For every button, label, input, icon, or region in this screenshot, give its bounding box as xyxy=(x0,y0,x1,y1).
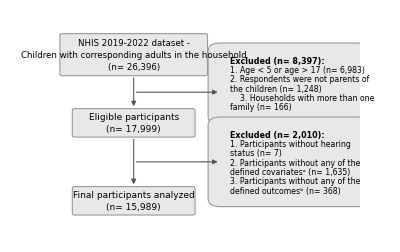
FancyBboxPatch shape xyxy=(72,187,195,215)
Text: Excluded (n= 8,397):: Excluded (n= 8,397): xyxy=(230,56,324,66)
FancyBboxPatch shape xyxy=(60,35,208,76)
Text: 1. Participants without hearing: 1. Participants without hearing xyxy=(230,140,351,148)
Text: family (n= 166): family (n= 166) xyxy=(230,103,292,112)
Text: 3. Households with more than one: 3. Households with more than one xyxy=(230,94,374,103)
Text: NHIS 2019-2022 dataset -
Children with corresponding adults in the household
(n=: NHIS 2019-2022 dataset - Children with c… xyxy=(21,39,246,72)
Text: 1. Age < 5 or age > 17 (n= 6,983): 1. Age < 5 or age > 17 (n= 6,983) xyxy=(230,66,365,75)
FancyBboxPatch shape xyxy=(208,117,369,207)
Text: 2. Respondents were not parents of: 2. Respondents were not parents of xyxy=(230,75,369,84)
Text: Final participants analyzed
(n= 15,989): Final participants analyzed (n= 15,989) xyxy=(73,191,194,211)
Text: 3. Participants without any of the: 3. Participants without any of the xyxy=(230,177,360,186)
FancyBboxPatch shape xyxy=(208,44,369,125)
Text: defined covariatesᵃ (n= 1,635): defined covariatesᵃ (n= 1,635) xyxy=(230,167,350,176)
Text: Excluded (n= 2,010):: Excluded (n= 2,010): xyxy=(230,130,324,139)
Text: 2. Participants without any of the: 2. Participants without any of the xyxy=(230,158,360,167)
Text: the children (n= 1,248): the children (n= 1,248) xyxy=(230,84,322,93)
FancyBboxPatch shape xyxy=(72,109,195,138)
Text: defined outcomesᵇ (n= 368): defined outcomesᵇ (n= 368) xyxy=(230,186,340,195)
Text: Eligible participants
(n= 17,999): Eligible participants (n= 17,999) xyxy=(88,113,179,134)
Text: status (n= 7): status (n= 7) xyxy=(230,149,282,158)
